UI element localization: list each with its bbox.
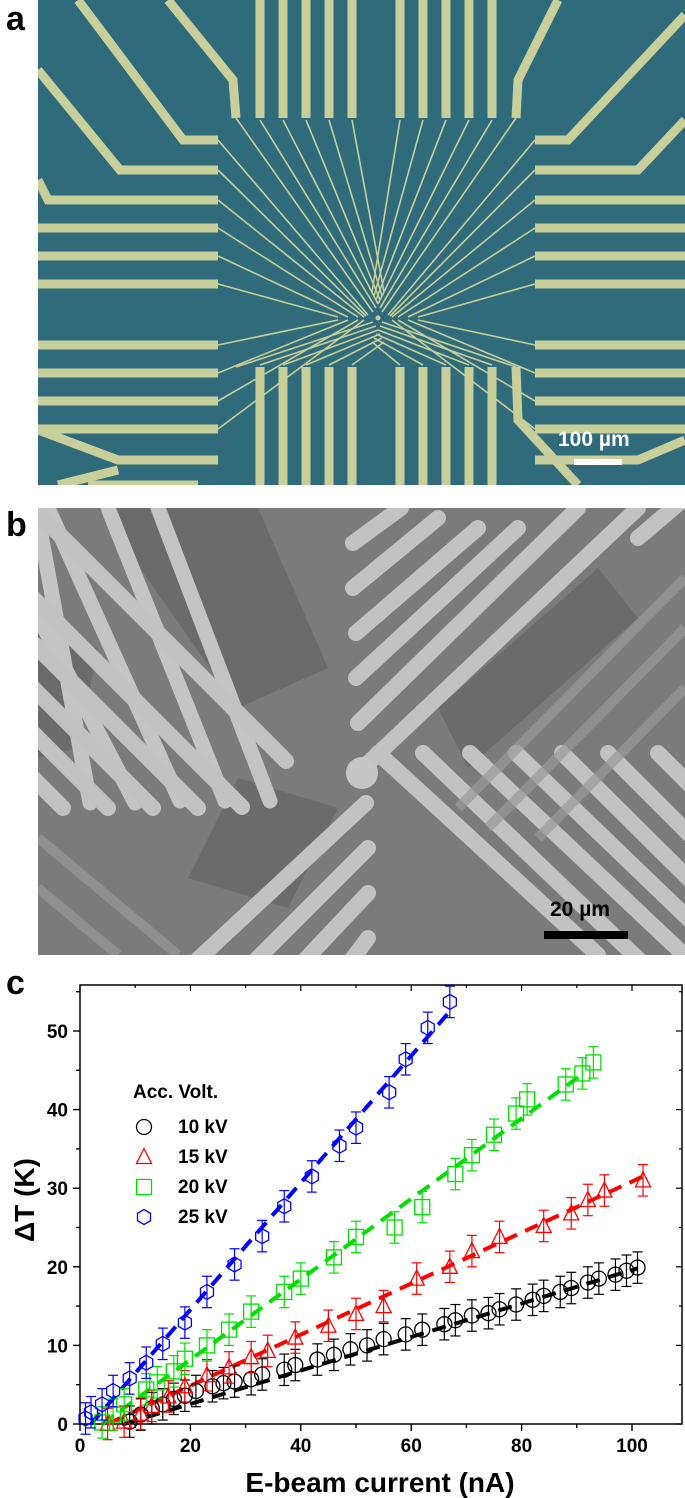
svg-text:Acc. Volt.: Acc. Volt. bbox=[133, 1082, 218, 1103]
temperature-vs-current-chart: 0 20 40 60 80 100 0 10 20 30 40 50 Acc. Volt. 10 kV 1… bbox=[9, 984, 683, 1498]
svg-text:0: 0 bbox=[75, 1436, 86, 1457]
svg-text:25 kV: 25 kV bbox=[178, 1207, 228, 1228]
plot-frame bbox=[79, 984, 683, 1425]
series-10-kV bbox=[121, 1251, 646, 1438]
svg-text:0: 0 bbox=[57, 1415, 68, 1436]
svg-text:15 kV: 15 kV bbox=[178, 1147, 228, 1168]
electrode-pattern-sem bbox=[38, 508, 685, 955]
fit-line bbox=[123, 1266, 639, 1426]
optical-micrograph: 100 µm bbox=[38, 0, 685, 485]
svg-text:100: 100 bbox=[616, 1436, 648, 1457]
legend: Acc. Volt. 10 kV 15 kV 20 kV 25 kV bbox=[133, 1082, 228, 1228]
data-points bbox=[78, 985, 652, 1441]
svg-text:60: 60 bbox=[401, 1436, 422, 1457]
svg-text:20 kV: 20 kV bbox=[178, 1177, 228, 1198]
sem-image: 20 µm bbox=[38, 508, 685, 955]
svg-text:40: 40 bbox=[290, 1436, 311, 1457]
svg-text:80: 80 bbox=[511, 1436, 532, 1457]
fit-line bbox=[106, 1174, 644, 1426]
svg-text:30: 30 bbox=[47, 1179, 68, 1200]
svg-text:10: 10 bbox=[47, 1336, 68, 1357]
svg-text:20: 20 bbox=[47, 1258, 68, 1279]
y-axis-label: ΔT (K) bbox=[9, 1158, 40, 1242]
svg-text:10 kV: 10 kV bbox=[178, 1117, 228, 1138]
series-20-kV bbox=[93, 1046, 602, 1439]
x-axis-label: E-beam current (nA) bbox=[245, 1467, 514, 1498]
scale-bar-b bbox=[544, 931, 628, 939]
electrode-pattern-optical bbox=[38, 0, 685, 485]
series-15-kV bbox=[99, 1164, 652, 1441]
scale-bar-a bbox=[574, 459, 622, 465]
svg-text:40: 40 bbox=[47, 1101, 68, 1122]
fit-line bbox=[89, 1010, 452, 1426]
panel-label-a: a bbox=[6, 0, 25, 38]
scale-bar-label-b: 20 µm bbox=[550, 898, 610, 921]
panel-label-c: c bbox=[6, 964, 25, 1002]
panel-label-b: b bbox=[6, 506, 27, 544]
series-25-kV bbox=[78, 985, 457, 1435]
axis-ticks: 0 20 40 60 80 100 0 10 20 30 40 50 bbox=[47, 985, 682, 1457]
svg-text:50: 50 bbox=[47, 1022, 68, 1043]
svg-text:20: 20 bbox=[180, 1436, 201, 1457]
scale-bar-label-a: 100 µm bbox=[558, 428, 630, 451]
